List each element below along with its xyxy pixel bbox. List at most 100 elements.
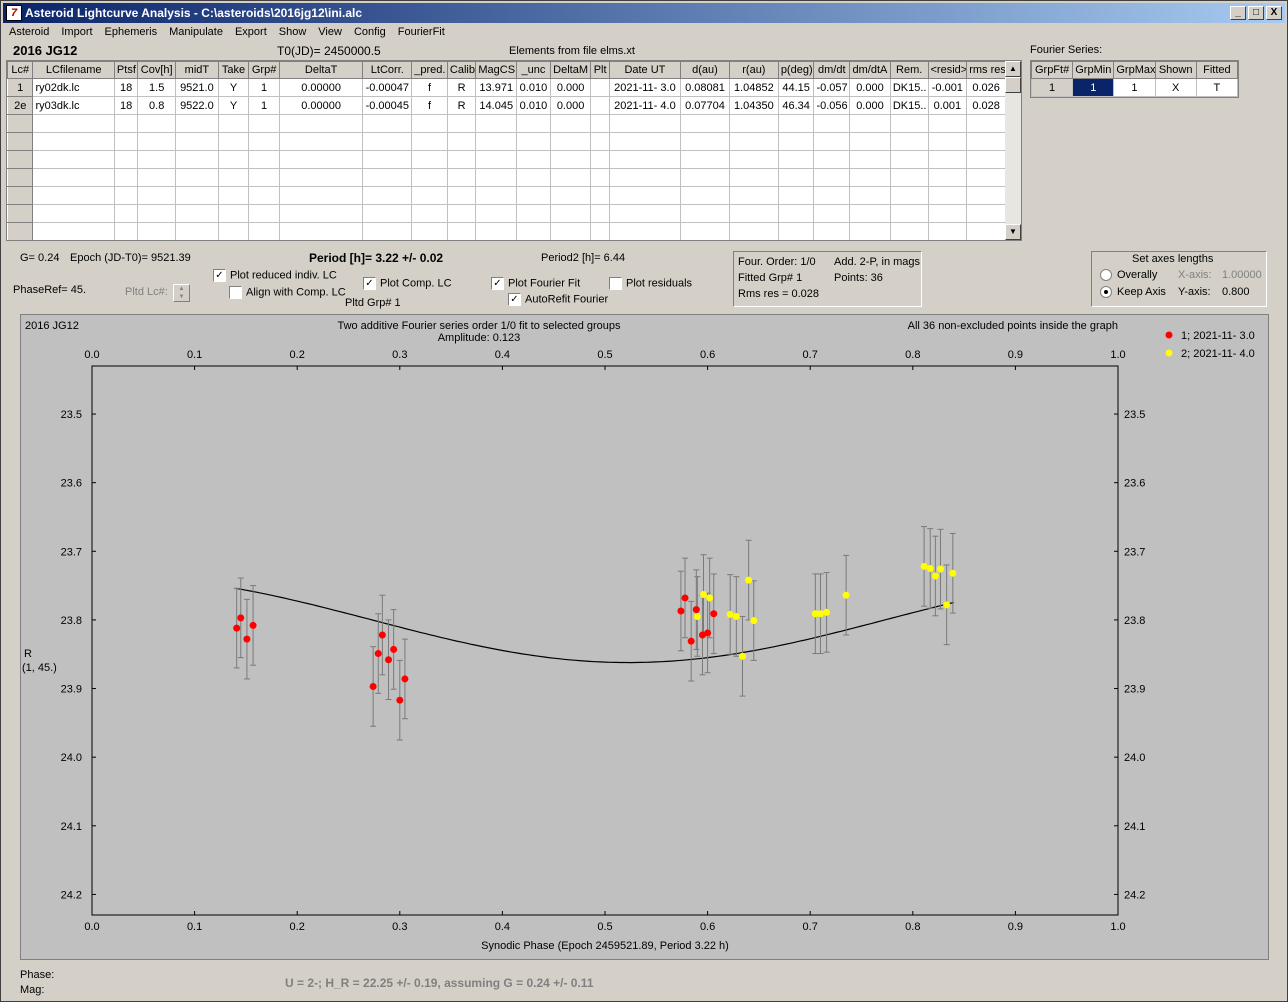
table-cell[interactable] — [137, 222, 177, 240]
table-cell[interactable] — [680, 150, 730, 169]
table-cell[interactable] — [608, 222, 682, 240]
table-cell[interactable] — [927, 186, 968, 205]
table-cell[interactable] — [680, 204, 730, 223]
close-button[interactable]: X — [1266, 6, 1282, 20]
table-cell[interactable]: 1 — [248, 78, 280, 97]
menu-manipulate[interactable]: Manipulate — [169, 26, 223, 38]
table-cell[interactable] — [849, 114, 891, 133]
table-cell[interactable] — [475, 168, 518, 187]
table-cell[interactable] — [362, 150, 413, 169]
table-cell[interactable]: 1 — [1030, 78, 1074, 97]
table-cell[interactable] — [113, 222, 139, 240]
table-cell[interactable] — [217, 204, 250, 223]
column-header[interactable]: p(deg) — [777, 61, 815, 79]
table-cell[interactable] — [590, 114, 610, 133]
table-cell[interactable] — [516, 168, 551, 187]
table-cell[interactable] — [7, 204, 34, 223]
table-row[interactable]: 1 ry02dk.lc 18 1.5 9521.0 Y 1 0.00000 -0.00047 f R… — [7, 78, 1006, 97]
table-cell[interactable] — [362, 114, 413, 133]
table-cell[interactable] — [362, 222, 413, 240]
table-cell[interactable] — [175, 222, 219, 240]
table-cell[interactable]: 0.00000 — [278, 96, 364, 115]
menu-view[interactable]: View — [318, 26, 342, 38]
table-cell[interactable]: 0.000 — [549, 78, 592, 97]
table-cell[interactable]: -0.056 — [813, 96, 851, 115]
table-cell[interactable] — [927, 114, 968, 133]
table-cell[interactable] — [278, 114, 364, 133]
table-cell[interactable] — [278, 168, 364, 187]
table-row[interactable] — [7, 132, 1006, 151]
column-header[interactable]: GrpMax — [1113, 61, 1156, 79]
column-header[interactable]: MagCS — [475, 61, 518, 79]
table-cell[interactable] — [889, 222, 929, 240]
table-cell[interactable] — [608, 150, 682, 169]
table-cell[interactable] — [549, 132, 592, 151]
table-cell[interactable] — [813, 204, 851, 223]
table-cell[interactable]: 18 — [113, 96, 139, 115]
table-cell[interactable] — [777, 204, 815, 223]
table-cell[interactable]: 0.028 — [966, 96, 1006, 115]
table-cell[interactable] — [32, 150, 115, 169]
table-cell[interactable]: 0.001 — [927, 96, 968, 115]
table-cell[interactable] — [728, 168, 779, 187]
table-cell[interactable] — [248, 132, 280, 151]
table-cell[interactable] — [248, 114, 280, 133]
table-cell[interactable] — [137, 150, 177, 169]
column-header[interactable]: <resid> — [927, 61, 968, 79]
table-row[interactable] — [7, 186, 1006, 205]
table-cell[interactable]: 0.000 — [849, 78, 891, 97]
table-cell[interactable] — [966, 150, 1006, 169]
table-cell[interactable] — [32, 204, 115, 223]
table-cell[interactable] — [278, 204, 364, 223]
menu-fourierfit[interactable]: FourierFit — [397, 26, 445, 38]
table-cell[interactable] — [549, 222, 592, 240]
table-cell[interactable] — [966, 186, 1006, 205]
table-cell[interactable] — [849, 150, 891, 169]
column-header[interactable]: DeltaT — [278, 61, 364, 79]
table-cell[interactable] — [446, 114, 477, 133]
table-cell[interactable] — [32, 186, 115, 205]
table-cell[interactable] — [475, 132, 518, 151]
table-cell[interactable] — [7, 114, 34, 133]
table-cell[interactable]: -0.057 — [813, 78, 851, 97]
table-cell[interactable] — [927, 168, 968, 187]
column-header[interactable]: DeltaM — [549, 61, 592, 79]
table-cell[interactable] — [777, 132, 815, 151]
table-cell[interactable] — [608, 114, 682, 133]
table-cell[interactable] — [590, 96, 610, 115]
table-cell[interactable] — [813, 186, 851, 205]
table-cell[interactable] — [927, 204, 968, 223]
table-cell[interactable] — [278, 186, 364, 205]
table-cell[interactable] — [175, 114, 219, 133]
table-cell[interactable] — [590, 132, 610, 151]
table-cell[interactable]: ry03dk.lc — [32, 96, 115, 115]
scroll-down-icon[interactable]: ▼ — [1005, 224, 1021, 240]
plot-comp-checkbox[interactable]: ✓ Plot Comp. LC — [363, 277, 452, 290]
table-cell[interactable] — [446, 186, 477, 205]
table-cell[interactable] — [475, 114, 518, 133]
table-cell[interactable] — [32, 114, 115, 133]
table-cell[interactable]: 1.04852 — [728, 78, 779, 97]
table-cell[interactable]: 1 — [1072, 78, 1115, 97]
table-cell[interactable] — [411, 132, 448, 151]
table-cell[interactable] — [113, 150, 139, 169]
align-comp-checkbox[interactable]: Align with Comp. LC — [229, 286, 346, 299]
table-cell[interactable] — [411, 150, 448, 169]
table-cell[interactable] — [966, 222, 1006, 240]
table-cell[interactable] — [966, 132, 1006, 151]
table-cell[interactable] — [728, 132, 779, 151]
table-cell[interactable] — [889, 168, 929, 187]
table-cell[interactable] — [849, 204, 891, 223]
table-cell[interactable] — [446, 132, 477, 151]
table-cell[interactable]: f — [411, 96, 448, 115]
table-cell[interactable] — [175, 204, 219, 223]
table-cell[interactable] — [475, 186, 518, 205]
table-row[interactable] — [7, 168, 1006, 187]
table-cell[interactable] — [217, 114, 250, 133]
table-cell[interactable] — [966, 114, 1006, 133]
table-cell[interactable] — [32, 222, 115, 240]
table-cell[interactable]: -0.001 — [927, 78, 968, 97]
table-cell[interactable] — [728, 186, 779, 205]
table-cell[interactable] — [362, 186, 413, 205]
table-cell[interactable] — [889, 204, 929, 223]
